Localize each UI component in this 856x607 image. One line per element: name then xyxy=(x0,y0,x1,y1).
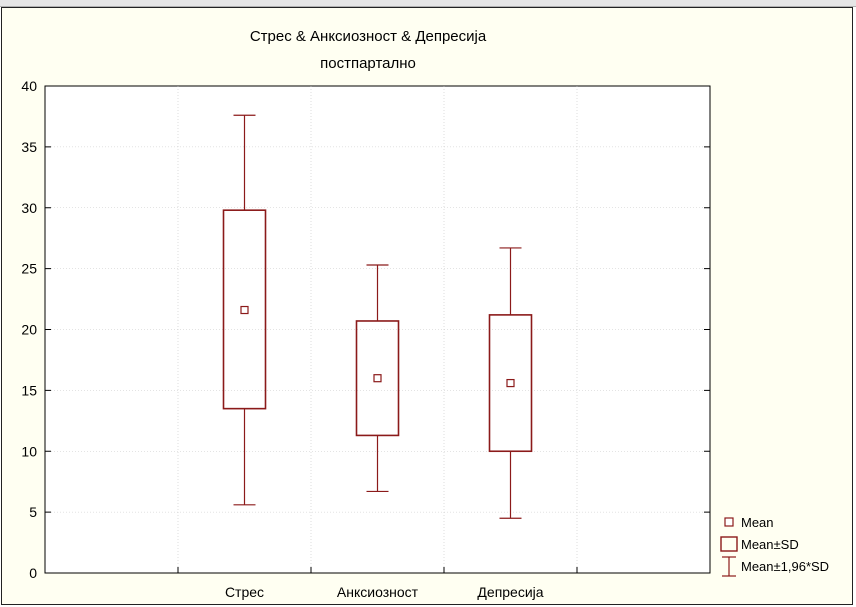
sd-box xyxy=(222,209,267,410)
legend-label: Mean±1,96*SD xyxy=(741,559,829,574)
legend-label: Mean xyxy=(741,515,774,530)
y-tick-label: 25 xyxy=(21,261,37,277)
y-tick-label: 40 xyxy=(21,78,37,94)
legend-label: Mean±SD xyxy=(741,537,799,552)
y-axis: 0 5 10 15 20 25 30 35 40 xyxy=(21,78,710,581)
x-tick-label: Депресија xyxy=(477,584,543,600)
y-tick-label: 15 xyxy=(21,382,37,398)
gridlines xyxy=(45,86,710,573)
y-tick-label: 5 xyxy=(29,504,37,520)
sd-box xyxy=(355,320,400,437)
x-tick-label: Стрес xyxy=(225,584,264,600)
y-tick-label: 10 xyxy=(21,443,37,459)
mean-marker xyxy=(373,374,382,383)
legend-mean-symbol xyxy=(724,517,734,527)
x-axis: Стрес Анксиозност Депресија xyxy=(177,567,578,600)
legend: Mean Mean±SD Mean±1,96*SD xyxy=(720,515,829,577)
sd-box xyxy=(488,314,533,453)
y-tick-label: 30 xyxy=(21,200,37,216)
chart-subtitle: постпартално xyxy=(320,55,416,72)
y-tick-label: 0 xyxy=(29,565,37,581)
y-tick-label: 20 xyxy=(21,322,37,338)
box-marks xyxy=(222,114,533,519)
mean-marker xyxy=(506,378,515,388)
mean-marker xyxy=(240,305,249,315)
legend-sd-symbol xyxy=(720,536,738,552)
chart-title: Стрес & Анксиозност & Депресија xyxy=(250,28,487,45)
x-tick-label: Анксиозност xyxy=(337,584,419,600)
y-tick-label: 35 xyxy=(21,139,37,155)
window-top-strip xyxy=(0,0,856,7)
